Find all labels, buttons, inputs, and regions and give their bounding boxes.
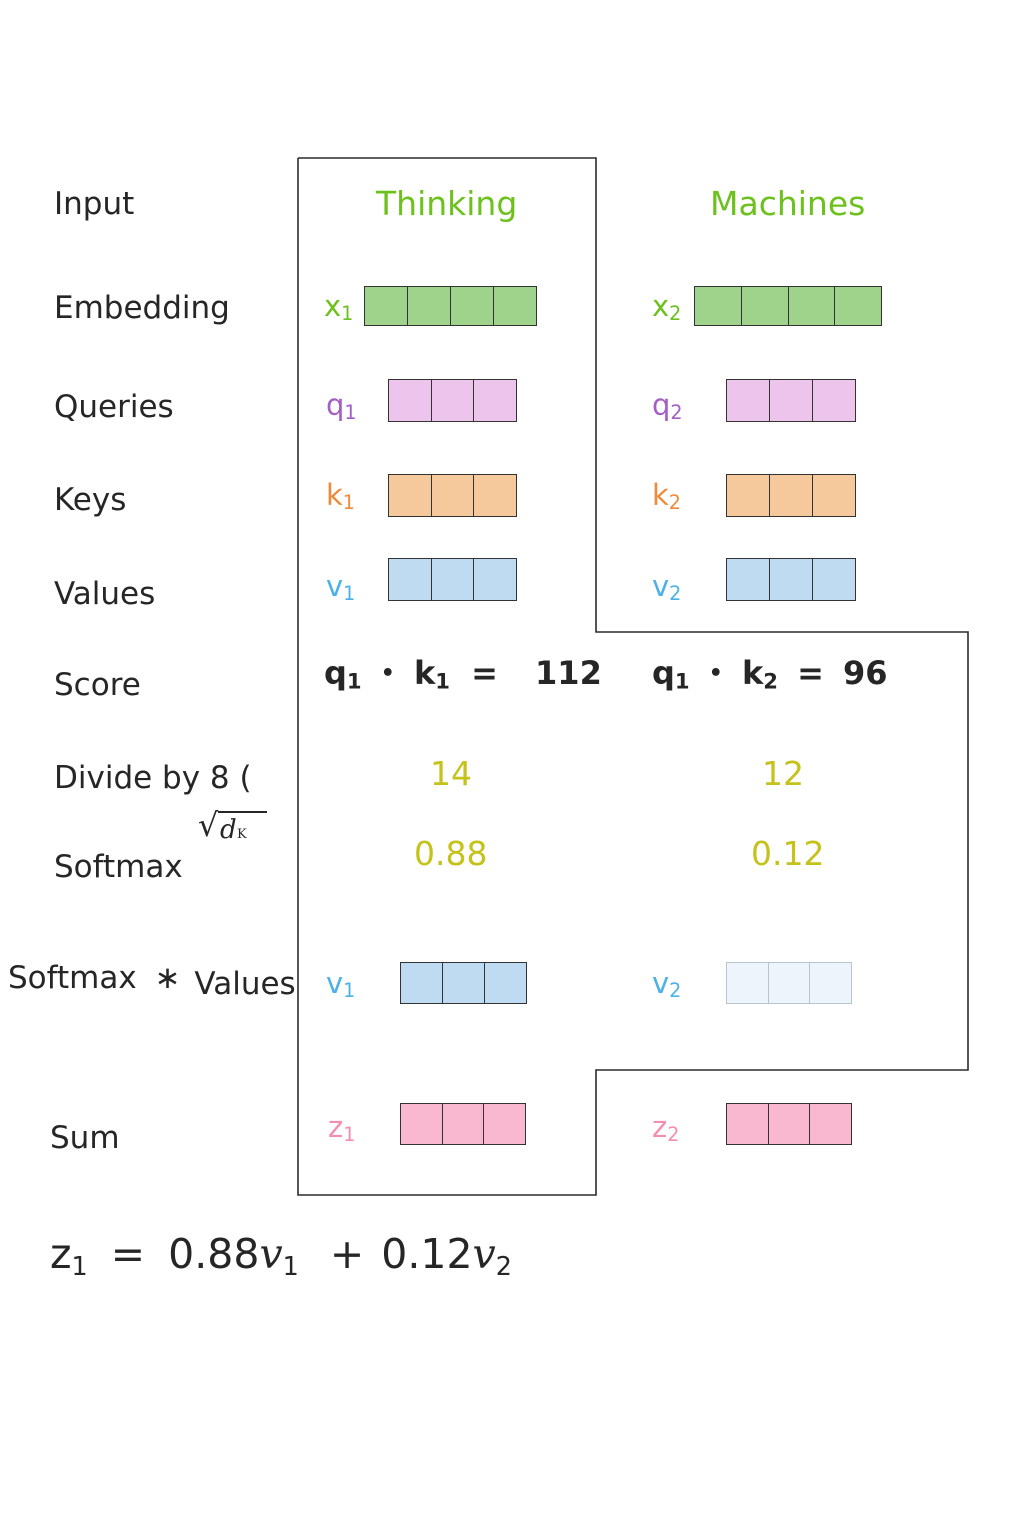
row-label-softmax: Softmax (54, 849, 183, 885)
symbol-x2: x2 (652, 289, 682, 326)
key-vector-k2 (726, 474, 856, 517)
sqrt-radical: √ (198, 806, 219, 844)
symbol-k1: k1 (326, 478, 355, 515)
symbol-q1: q1 (326, 388, 357, 425)
divided-value-2: 12 (762, 754, 804, 793)
score-q1-k2: q1 • k2 = 96 (652, 654, 888, 694)
row-label-softmax-values: Softmax ∗ Values (8, 960, 296, 1002)
row-label-divide: Divide by 8 ( (54, 760, 252, 796)
symbol-v2: v2 (652, 569, 682, 606)
row-label-sum: Sum (50, 1120, 120, 1156)
symbol-q2: q2 (652, 388, 683, 425)
row-label-keys: Keys (54, 482, 127, 518)
symbol-z2: z2 (652, 1110, 680, 1147)
softmax-value-2: 0.12 (751, 834, 825, 873)
symbol-k2: k2 (652, 478, 681, 515)
score-q1-k1: q1 • k1 = 112 (324, 654, 602, 694)
row-label-input: Input (54, 186, 135, 222)
sqrt-k: K (237, 827, 247, 842)
output-vector-z1 (400, 1103, 526, 1145)
score-value-112: 112 (535, 654, 602, 692)
score-value-96: 96 (843, 654, 888, 692)
query-vector-q1 (388, 379, 517, 422)
softmax-word: Softmax (8, 960, 137, 996)
value-vector-v2 (726, 558, 856, 601)
output-vector-z2 (726, 1103, 852, 1145)
symbol-x1: x1 (324, 289, 354, 326)
symbol-z1: z1 (328, 1110, 356, 1147)
word-thinking: Thinking (376, 184, 518, 223)
word-machines: Machines (710, 184, 866, 223)
embedding-vector-x2 (694, 286, 882, 326)
weighted-value-vector-v1 (400, 962, 527, 1004)
sqrt-overbar (218, 811, 267, 813)
sqrt-d: d (220, 815, 237, 845)
output-equation: z1 = 0.88v1 + 0.12v2 (50, 1230, 512, 1282)
value-vector-v1 (388, 558, 517, 601)
row-label-queries: Queries (54, 389, 174, 425)
values-word: Values (194, 966, 296, 1002)
embedding-vector-x1 (364, 286, 537, 326)
symbol-v2-weighted: v2 (652, 966, 682, 1003)
row-label-embedding: Embedding (54, 290, 230, 326)
multiply-operator: ∗ (154, 960, 181, 996)
row-label-values: Values (54, 576, 156, 612)
query-vector-q2 (726, 379, 856, 422)
sqrt-dk-symbol: √ d K (198, 806, 270, 846)
divided-value-1: 14 (430, 754, 472, 793)
symbol-v1-weighted: v1 (326, 966, 356, 1003)
symbol-v1: v1 (326, 569, 356, 606)
key-vector-k1 (388, 474, 517, 517)
softmax-value-1: 0.88 (414, 834, 488, 873)
weighted-value-vector-v2 (726, 962, 852, 1004)
row-label-score: Score (54, 667, 141, 703)
